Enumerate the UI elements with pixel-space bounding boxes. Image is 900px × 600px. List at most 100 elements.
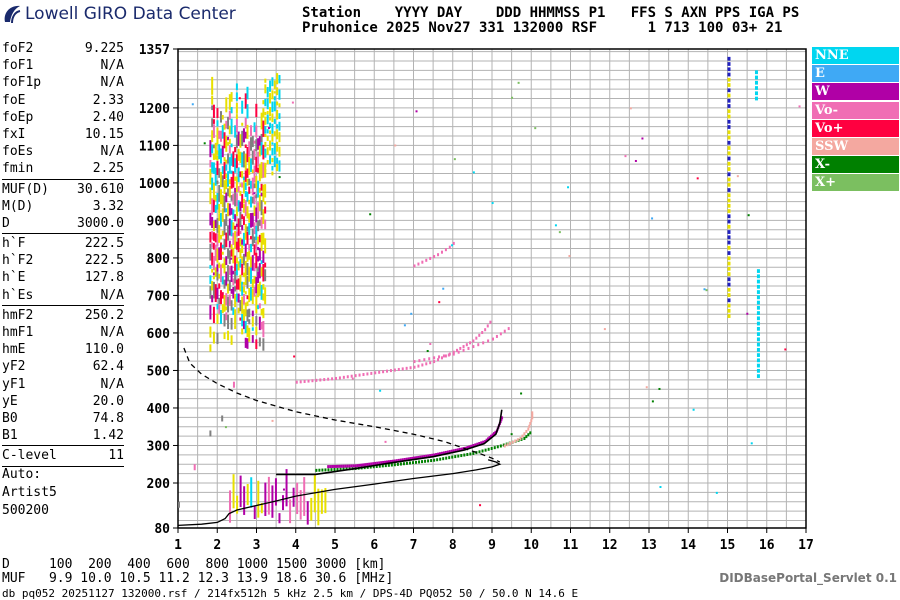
w-trace-dot [399,458,402,462]
echo-mark [278,513,281,524]
echo-mark [225,159,228,164]
y-tick-label: 300 [147,439,171,454]
noise-dot [534,127,537,130]
echo-mark [178,501,180,508]
interference-mark [727,146,731,150]
o-trace-dot [413,264,416,268]
echo-mark [250,125,253,137]
o-trace-dot [319,378,322,382]
x-trace-dot [529,431,532,435]
echo-mark [219,130,222,142]
echo-mark [266,129,269,134]
echo-mark [228,218,231,236]
ssw-trace-dot [506,443,509,447]
x-tick-label: 6 [370,538,378,553]
interference-mark [727,188,731,192]
echo-mark [251,310,254,317]
echo-mark [242,253,245,266]
param-divider [2,445,124,447]
o-trace-dot [448,245,451,249]
echo-mark [232,193,235,205]
echo-mark [255,252,258,269]
echo-mark [246,275,249,289]
echo-mark [225,208,228,213]
echo-mark [262,338,265,351]
header-line-2: Pruhonice 2025 Nov27 331 132000 RSF 1 71… [302,20,783,36]
echo-mark [255,326,258,336]
echo-mark [219,111,222,123]
echo-mark [221,208,224,222]
echo-mark [250,158,253,173]
x-trace-dot [378,464,381,468]
echo-mark [251,177,254,196]
echo-mark [271,123,274,134]
echo-mark [230,300,233,311]
param-value: 62.4 [92,359,124,375]
echo-mark [248,186,251,194]
noise-dot [659,486,662,489]
echo-mark [251,279,254,289]
o-trace-dot [429,361,432,365]
echo-mark [241,281,244,296]
noise-dot [603,328,606,331]
echo-mark [257,284,260,298]
x-trace-dot [396,462,399,466]
echo-mark [232,474,235,509]
interference-mark [727,277,731,282]
echo-mark [243,486,246,515]
echo-mark [216,155,219,161]
x-trace-dot [369,465,372,469]
x-trace-dot [421,460,424,464]
interference-mark [727,88,731,93]
param-value: N/A [100,325,124,340]
echo-mark [239,274,242,292]
echo-mark [212,162,215,174]
echo-mark [232,171,235,188]
x-trace-dot [442,457,445,461]
o-trace-dot [425,258,428,262]
interference-mark [727,282,731,287]
interference-mark [727,287,731,292]
echo-mark [255,125,258,138]
echo-mark [248,244,251,251]
echo-mark [273,131,276,137]
echo-mark [212,104,215,119]
w-trace-dot [415,456,418,460]
echo-mark [260,260,263,264]
x-trace-dot [418,460,421,464]
echo-mark [264,111,267,116]
o-trace-dot [469,341,472,345]
x-trace-dot [499,444,502,448]
param-row: h`Es N/A [2,287,124,304]
interference-mark [727,130,731,135]
echo-mark [209,264,212,269]
w-trace-dot [487,437,490,441]
echo-mark [228,294,231,306]
echo-mark [211,217,214,229]
echo-mark [230,118,233,135]
echo-mark [264,141,267,147]
interference-mark [727,256,731,261]
w-trace-dot [364,463,367,467]
echo-mark [262,308,265,319]
w-trace-dot [387,460,390,464]
noise-dot [511,96,514,99]
echo-mark [258,194,261,211]
x-trace-dot [454,455,457,459]
echo-mark [216,192,219,210]
echo-mark [241,182,244,188]
echo-mark [248,327,251,342]
w-trace-dot [466,446,469,450]
echo-mark [239,249,242,259]
echo-mark [253,205,256,217]
o-trace-dot [401,367,404,371]
noise-dot [705,289,708,292]
noise-dot [520,392,523,395]
w-trace-dot [500,418,503,422]
interference-mark [727,156,731,161]
o-trace-dot [417,364,420,368]
echo-mark [324,488,327,514]
echo-mark [313,475,316,513]
echo-mark [242,198,245,204]
echo-mark [209,430,212,437]
